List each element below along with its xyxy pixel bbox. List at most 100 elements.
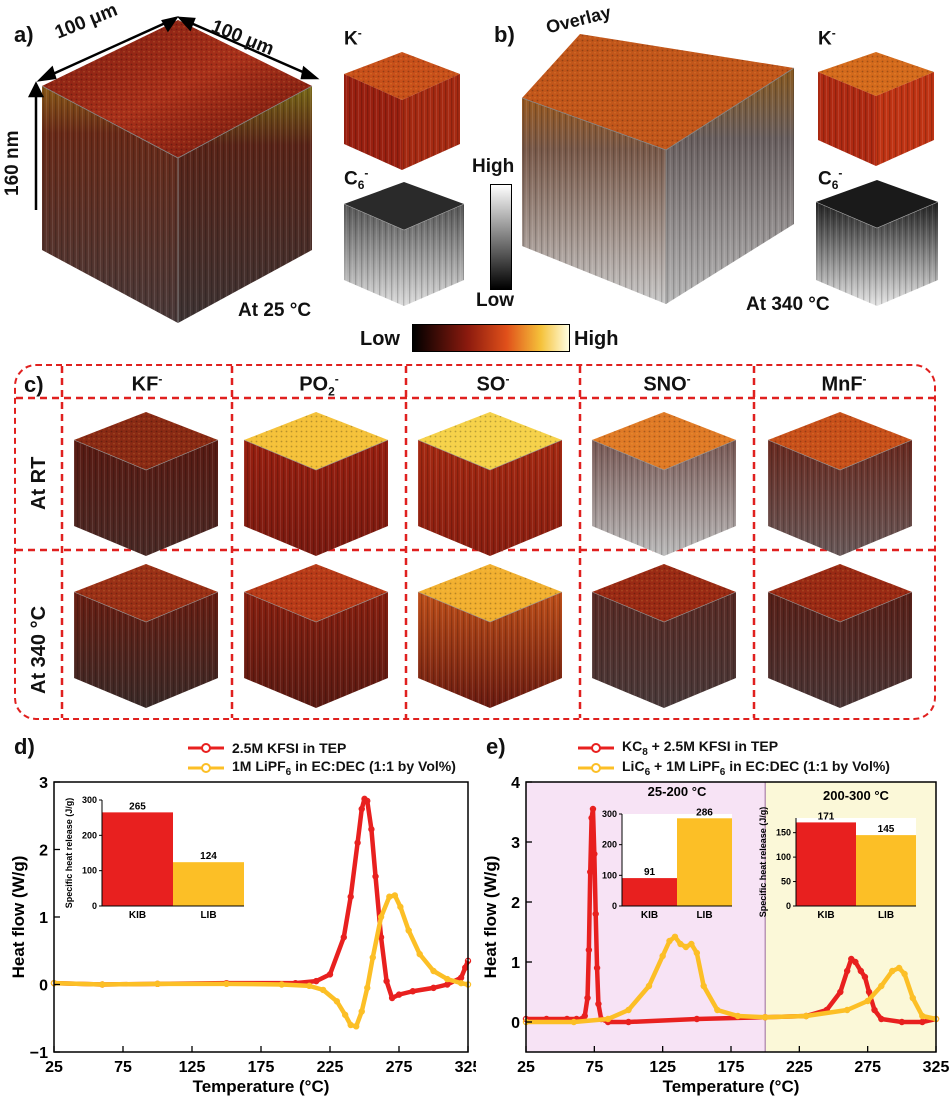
data-point [377, 913, 385, 921]
column-header-mnf: MnF- [821, 372, 867, 396]
x-tick-label: 325 [455, 1059, 476, 1076]
row-label-rt: At RT [28, 456, 50, 510]
heat-scale-low: Low [360, 328, 400, 350]
panel-a-temperature: At 25 °C [238, 300, 312, 321]
data-point [354, 839, 361, 846]
panel-b-label: b) [494, 22, 515, 47]
panel-e-label: e) [486, 734, 506, 759]
data-point [919, 1012, 926, 1020]
ion-cube [764, 562, 916, 715]
grey-scale-low: Low [476, 290, 514, 311]
data-point [666, 937, 673, 945]
data-point [584, 994, 591, 1002]
data-point [592, 910, 599, 918]
inset-y-tick-label: 150 [776, 828, 791, 838]
panel-d-chart: 25 75 125 175 225 275 325 −1 0 1 2 3 Temperature (°C… [9, 775, 476, 1096]
data-point [700, 982, 707, 990]
panel-b-main-cube [516, 24, 806, 314]
data-point [340, 934, 347, 941]
panel-a-label: a) [14, 22, 34, 47]
bar-value-label: 265 [129, 801, 146, 812]
x-tick-label: 175 [718, 1059, 745, 1076]
bar-value-label: 91 [644, 867, 656, 878]
data-point [333, 998, 341, 1005]
heat-scale-high: High [574, 328, 619, 350]
panel-d-legend: 2.5M KFSI in TEP 1M LiPF6 in EC:DEC (1:1… [186, 738, 456, 778]
data-point [919, 1018, 926, 1026]
data-point [223, 980, 230, 988]
data-point [430, 967, 437, 975]
inset-y-tick-label: 100 [82, 866, 97, 876]
panel-d-label: d) [14, 734, 35, 759]
bar [173, 862, 244, 906]
data-point [589, 805, 597, 813]
bar-value-label: 171 [818, 811, 835, 822]
panel-b-k-label: K- [818, 26, 836, 50]
legend-item-kfsi: 2.5M KFSI in TEP [186, 738, 456, 758]
data-point [353, 1023, 360, 1030]
x-tick-label: 325 [923, 1059, 950, 1076]
data-point [898, 1018, 906, 1026]
data-point [901, 970, 908, 978]
y-tick-label: 0 [511, 1015, 520, 1032]
data-point [878, 982, 885, 990]
data-point [895, 964, 903, 972]
data-point [878, 1015, 885, 1023]
data-point [397, 903, 404, 911]
series-line [526, 934, 937, 1025]
data-point [416, 950, 423, 958]
data-point [693, 949, 701, 957]
x-tick-label: 75 [114, 1059, 132, 1076]
ion-cube [240, 410, 392, 563]
y-tick-label: 3 [511, 835, 520, 852]
data-point [368, 826, 375, 833]
series-line [53, 893, 469, 1029]
data-point [409, 988, 416, 995]
inset-y-tick-label: 50 [781, 877, 791, 887]
panel-c-column-headers: KF- PO2- SO- SNO- MnF- [62, 370, 934, 399]
ion-cube [764, 410, 916, 563]
panel-b-c6-cube [814, 178, 940, 308]
column-header-so: SO- [476, 372, 510, 396]
panel-a-c6-cube [342, 180, 466, 308]
data-point [761, 1013, 769, 1021]
x-tick-label: 25 [517, 1059, 535, 1076]
panel-a-k-cube [342, 50, 462, 172]
ion-cube [414, 562, 566, 715]
bar-value-label: 145 [878, 824, 895, 835]
data-point [848, 955, 855, 963]
data-point [587, 868, 594, 876]
panel-b-c6-label: C6- [818, 166, 843, 193]
legend-item-kc8: KC8 + 2.5M KFSI in TEP [576, 738, 890, 758]
data-point [671, 933, 679, 940]
bar-value-label: 286 [696, 807, 713, 818]
ion-cube [70, 562, 222, 715]
data-point [625, 1018, 632, 1026]
column-header-sno: SNO- [643, 372, 691, 396]
panel-e-legend: KC8 + 2.5M KFSI in TEP LiC6 + 1M LiPF6 i… [576, 738, 890, 778]
data-point [391, 892, 399, 899]
ion-cube [414, 410, 566, 563]
grey-scale-bar [490, 184, 512, 290]
y-tick-label: −1 [30, 1045, 48, 1062]
inset-y-tick-label: 0 [92, 901, 97, 911]
bar-category-label: KIB [817, 910, 834, 921]
data-point [593, 964, 601, 972]
x-tick-label: 225 [317, 1059, 344, 1076]
data-point [595, 1000, 602, 1008]
data-point [364, 797, 371, 805]
data-point [278, 981, 285, 988]
data-point [313, 977, 320, 985]
x-tick-label: 125 [649, 1059, 676, 1076]
legend-item-lipf6: 1M LiPF6 in EC:DEC (1:1 by Vol%) [186, 758, 456, 778]
panel-c-grid-lines [16, 366, 934, 718]
panel-c-label: c) [24, 372, 44, 397]
bar [677, 818, 732, 906]
data-point [99, 981, 106, 988]
panel-a-main-cube [30, 18, 320, 328]
y-tick-label: 2 [511, 895, 520, 912]
x-tick-label: 25 [45, 1059, 63, 1076]
y-tick-label: 1 [511, 955, 520, 972]
bar-category-label: LIB [200, 910, 216, 921]
data-point [693, 1015, 701, 1023]
